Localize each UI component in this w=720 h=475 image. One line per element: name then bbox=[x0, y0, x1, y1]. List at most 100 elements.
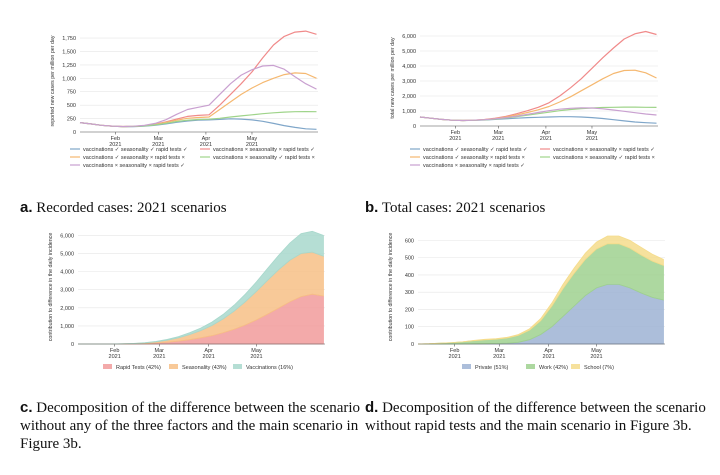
x-tick-label: 2021 bbox=[109, 354, 121, 360]
y-tick-label: 6,000 bbox=[60, 233, 74, 239]
x-tick-label: Feb bbox=[451, 130, 460, 136]
x-tick-label: 2021 bbox=[203, 354, 215, 360]
y-tick-label: 1,500 bbox=[62, 49, 76, 55]
legend-swatch bbox=[571, 364, 580, 369]
legend-label: vaccinations × seasonality × rapid tests… bbox=[553, 147, 655, 153]
y-tick-label: 4,000 bbox=[402, 64, 416, 70]
x-tick-label: May bbox=[247, 136, 258, 142]
y-axis-label: reported new cases per million per day bbox=[50, 35, 56, 126]
area-chart-decomposition-factors: 01,0002,0003,0004,0005,0006,000Feb2021Ma… bbox=[48, 230, 325, 371]
y-tick-label: 0 bbox=[413, 124, 416, 130]
caption-a-label: a. bbox=[20, 199, 33, 216]
caption-b-label: b. bbox=[365, 199, 379, 216]
series-area bbox=[418, 284, 664, 345]
x-tick-label: May bbox=[251, 348, 262, 354]
series-line bbox=[79, 64, 317, 128]
legend-label: Work (42%) bbox=[539, 365, 568, 371]
legend-label: vaccinations × seasonality ✓ rapid tests… bbox=[553, 155, 655, 161]
x-tick-label: Feb bbox=[450, 348, 459, 354]
series-line bbox=[419, 107, 657, 122]
x-tick-label: 2021 bbox=[493, 354, 505, 360]
y-tick-label: 300 bbox=[405, 290, 414, 296]
x-tick-label: Apr bbox=[542, 130, 551, 136]
y-tick-label: 1,000 bbox=[62, 76, 76, 82]
x-tick-label: Apr bbox=[544, 348, 553, 354]
y-tick-label: 100 bbox=[405, 325, 414, 331]
legend-label: vaccinations ✓ seasonality × rapid tests… bbox=[423, 155, 525, 161]
y-tick-label: 4,000 bbox=[60, 270, 74, 276]
legend-label: Vaccinations (16%) bbox=[246, 365, 293, 371]
x-tick-label: 2021 bbox=[449, 354, 461, 360]
legend-label: Seasonality (43%) bbox=[182, 365, 227, 371]
area-chart-decomposition-rapid-tests: 0100200300400500600Feb2021Mar2021Apr2021… bbox=[388, 233, 665, 371]
y-tick-label: 0 bbox=[73, 130, 76, 136]
y-tick-label: 750 bbox=[67, 90, 76, 96]
x-tick-label: 2021 bbox=[540, 136, 552, 142]
x-tick-label: Feb bbox=[111, 136, 120, 142]
y-tick-label: 2,000 bbox=[402, 94, 416, 100]
x-tick-label: 2021 bbox=[492, 136, 504, 142]
line-chart-recorded-cases: 02505007501,0001,2501,5001,750Feb2021Mar… bbox=[50, 30, 318, 169]
caption-d-label: d. bbox=[365, 399, 379, 416]
legend-label: vaccinations × seasonality × rapid tests… bbox=[83, 163, 185, 169]
y-tick-label: 1,250 bbox=[62, 63, 76, 69]
y-tick-label: 2,000 bbox=[60, 306, 74, 312]
legend-label: vaccinations ✓ seasonality ✓ rapid tests… bbox=[83, 147, 188, 153]
x-tick-label: Mar bbox=[494, 130, 504, 136]
y-tick-label: 250 bbox=[67, 117, 76, 123]
series-area bbox=[417, 235, 664, 345]
y-tick-label: 600 bbox=[405, 238, 414, 244]
y-axis-label: total new cases per million per day bbox=[390, 37, 396, 119]
x-tick-label: 2021 bbox=[152, 142, 164, 148]
caption-c-text: Decomposition of the difference between … bbox=[20, 400, 361, 452]
y-axis-label: contribution to difference in the daily … bbox=[388, 233, 394, 342]
caption-d-text: Decomposition of the difference between … bbox=[365, 400, 706, 434]
y-tick-label: 0 bbox=[71, 342, 74, 348]
chart-panel-d: 0 100 200 300 400 500 600 Feb 2021 Mar 2021 Apr 2021… bbox=[360, 222, 720, 380]
chart-panel-b: 0 1,000 2,000 3,000 4,000 5,000 6,000 Feb 2021 Ma… bbox=[360, 0, 720, 195]
legend-swatch bbox=[462, 364, 471, 369]
x-tick-label: May bbox=[587, 130, 598, 136]
x-tick-label: Mar bbox=[495, 348, 505, 354]
caption-c-label: c. bbox=[20, 399, 33, 416]
x-tick-label: Apr bbox=[204, 348, 213, 354]
x-tick-label: 2021 bbox=[246, 142, 258, 148]
series-area bbox=[78, 230, 324, 345]
x-tick-label: 2021 bbox=[449, 136, 461, 142]
y-tick-label: 5,000 bbox=[60, 252, 74, 258]
legend-swatch bbox=[526, 364, 535, 369]
legend-label: vaccinations × seasonality × rapid tests… bbox=[423, 163, 525, 169]
caption-a-text: Recorded cases: 2021 scenarios bbox=[36, 200, 227, 216]
legend-swatch bbox=[233, 364, 242, 369]
chart-panel-c: 0 1,000 2,000 3,000 4,000 5,000 6,000 Feb 2021 Ma… bbox=[0, 222, 360, 380]
y-tick-label: 1,000 bbox=[60, 324, 74, 330]
x-tick-label: 2021 bbox=[200, 142, 212, 148]
y-tick-label: 3,000 bbox=[402, 79, 416, 85]
x-tick-label: 2021 bbox=[543, 354, 555, 360]
x-tick-label: 2021 bbox=[250, 354, 262, 360]
x-tick-label: Mar bbox=[154, 136, 164, 142]
y-tick-label: 6,000 bbox=[402, 34, 416, 40]
x-tick-label: 2021 bbox=[109, 142, 121, 148]
caption-b: b. Total cases: 2021 scenarios bbox=[365, 199, 705, 217]
y-tick-label: 3,000 bbox=[60, 288, 74, 294]
y-axis-label: contribution to difference in the daily … bbox=[48, 233, 54, 342]
line-chart-total-cases: 01,0002,0003,0004,0005,0006,000Feb2021Ma… bbox=[390, 30, 658, 169]
y-tick-label: 0 bbox=[411, 342, 414, 348]
legend-label: vaccinations × seasonality × rapid tests… bbox=[213, 147, 315, 153]
legend-swatch bbox=[169, 364, 178, 369]
y-tick-label: 200 bbox=[405, 307, 414, 313]
x-tick-label: Apr bbox=[202, 136, 211, 142]
caption-c: c. Decomposition of the difference betwe… bbox=[20, 399, 365, 453]
legend-swatch bbox=[103, 364, 112, 369]
legend-label: vaccinations × seasonality ✓ rapid tests… bbox=[213, 155, 315, 161]
y-tick-label: 500 bbox=[67, 103, 76, 109]
x-tick-label: May bbox=[591, 348, 602, 354]
x-tick-label: Feb bbox=[110, 348, 119, 354]
y-tick-label: 500 bbox=[405, 256, 414, 262]
legend-label: Private (51%) bbox=[475, 365, 508, 371]
series-line bbox=[79, 118, 317, 130]
y-tick-label: 400 bbox=[405, 273, 414, 279]
chart-panel-a: 0 250 500 750 1,000 1,250 1,500 1,750 Feb 2021 Mar… bbox=[0, 0, 360, 195]
caption-a: a. Recorded cases: 2021 scenarios bbox=[20, 199, 350, 217]
